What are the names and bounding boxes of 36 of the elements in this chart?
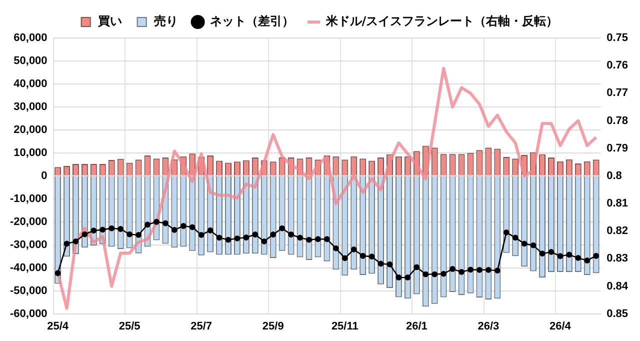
y2-tick-label: 0.83 — [606, 252, 628, 265]
legend-label: ネット（差引） — [210, 14, 294, 28]
y-tick-label: -30,000 — [10, 238, 48, 251]
legend-label: 買い — [96, 14, 122, 28]
y2-tick-label: 0.76 — [606, 60, 628, 72]
x-tick-label: 25/5 — [118, 320, 140, 332]
y-tick-label: 50,000 — [14, 55, 48, 68]
y-tick-label: 40,000 — [14, 78, 48, 90]
legend-label: 売り — [154, 14, 178, 28]
y2-tick-label: 0.77 — [606, 87, 628, 100]
x-tick-label: 25/11 — [331, 320, 358, 332]
x-tick-label: 25/4 — [47, 320, 70, 332]
y-tick-label: 30,000 — [14, 100, 48, 113]
y2-tick-label: 0.82 — [606, 225, 628, 238]
y-tick-label: 20,000 — [14, 124, 48, 136]
y2-tick-label: 0.75 — [606, 32, 628, 44]
x-tick-label: 25/7 — [190, 320, 212, 332]
x-tick-label: 26/1 — [406, 320, 428, 332]
y-tick-label: 60,000 — [14, 32, 48, 44]
y-tick-label: 0 — [41, 170, 48, 182]
y2-tick-label: 0.79 — [606, 142, 628, 154]
y2-tick-label: 0.84 — [606, 280, 629, 292]
y2-tick-label: 0.85 — [606, 308, 628, 320]
y2-tick-label: 0.78 — [606, 114, 628, 127]
y-tick-label: -50,000 — [10, 284, 48, 297]
x-tick-label: 25/9 — [262, 320, 284, 332]
y-tick-label: 10,000 — [14, 146, 48, 159]
y2-tick-label: 0.81 — [606, 198, 628, 210]
y-tick-label: -40,000 — [10, 262, 48, 274]
x-tick-label: 26/4 — [550, 320, 572, 332]
y-tick-label: -10,000 — [10, 192, 48, 205]
y2-tick-label: 0.8 — [606, 170, 622, 182]
y-tick-label: -20,000 — [10, 216, 48, 228]
y-tick-label: -60,000 — [10, 308, 48, 320]
legend-label: 米ドル/スイスフランレート（右軸・反転） — [324, 14, 558, 28]
x-tick-label: 26/3 — [478, 320, 500, 332]
